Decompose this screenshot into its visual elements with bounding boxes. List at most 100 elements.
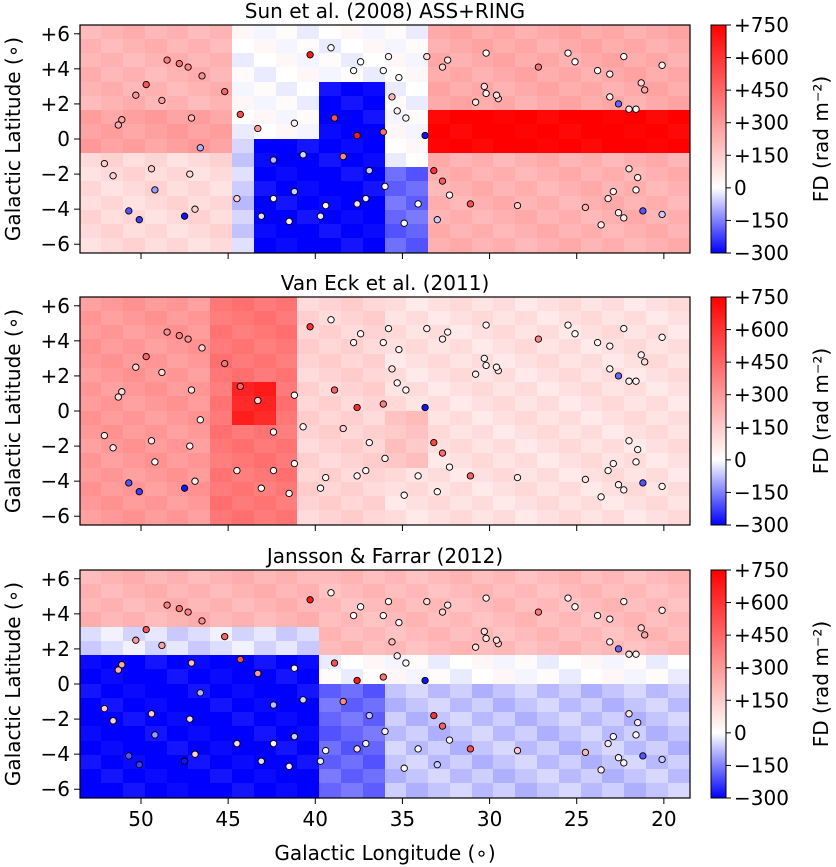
data-point (438, 449, 447, 457)
data-point (625, 437, 633, 445)
heatmap-cell (80, 612, 102, 627)
heatmap-cell (646, 570, 669, 585)
heatmap-cell (668, 325, 690, 340)
heatmap-cell (210, 570, 233, 585)
y-tick-label: −2 (41, 434, 70, 458)
heatmap-cell (493, 238, 516, 253)
heatmap-cell (276, 167, 298, 182)
data-point (339, 697, 347, 706)
heatmap-cell (559, 669, 582, 684)
heatmap-cell (581, 167, 603, 182)
heatmap-cell (428, 584, 451, 599)
heatmap-cell (559, 396, 582, 411)
y-tick-label: −2 (41, 162, 70, 186)
heatmap-cell (428, 25, 451, 40)
heatmap-cell (123, 439, 146, 454)
data-point (480, 82, 488, 91)
heatmap-cell (385, 153, 407, 168)
heatmap-cell (646, 669, 669, 684)
heatmap-cell (428, 368, 451, 383)
heatmap-cell (123, 110, 146, 125)
heatmap-cell (428, 196, 451, 211)
heatmap-cell (406, 510, 429, 525)
heatmap-cell (188, 584, 211, 599)
heatmap-cell (581, 698, 603, 713)
colorbar-tick-label: −150 (734, 480, 789, 504)
heatmap-cell (101, 39, 124, 54)
heatmap-cell (363, 67, 385, 82)
data-point (513, 473, 522, 482)
heatmap-cell (101, 238, 124, 253)
heatmap-cell (210, 110, 233, 125)
heatmap-cell (385, 627, 407, 642)
heatmap-cell (493, 196, 516, 211)
heatmap-cell (537, 238, 560, 253)
heatmap-cell (559, 238, 582, 253)
data-point (100, 159, 109, 168)
data-point (184, 63, 192, 71)
data-point (198, 72, 206, 80)
heatmap-cell (297, 196, 320, 211)
data-point (421, 131, 429, 140)
heatmap-cell (145, 39, 168, 54)
heatmap-cell (472, 167, 494, 182)
heatmap-cell (668, 570, 690, 585)
data-point (641, 86, 649, 94)
colorbar-tick-label: +750 (734, 13, 789, 37)
heatmap-cell (188, 655, 211, 670)
heatmap-cell (450, 153, 473, 168)
heatmap-cell (254, 655, 277, 670)
heatmap-cell (145, 482, 168, 497)
heatmap-cell (515, 110, 538, 125)
data-point (581, 203, 590, 212)
heatmap-cell (406, 726, 429, 741)
heatmap-cell (493, 755, 516, 770)
heatmap-cell (363, 153, 385, 168)
heatmap-cell (145, 584, 168, 599)
data-point (191, 477, 199, 485)
heatmap-cell (668, 139, 690, 154)
heatmap-cell (210, 368, 233, 383)
data-point (379, 673, 387, 681)
heatmap-cell (385, 139, 407, 154)
data-point (186, 170, 194, 178)
heatmap-cell (428, 297, 451, 312)
heatmap-cell (80, 110, 102, 125)
heatmap-cell (188, 627, 211, 642)
data-point (290, 187, 299, 196)
heatmap-cell (537, 726, 560, 741)
heatmap-cell (385, 712, 407, 727)
heatmap-cell (210, 196, 233, 211)
heatmap-cell (254, 510, 277, 525)
heatmap-cell (428, 53, 451, 68)
heatmap-cell (646, 39, 669, 54)
heatmap-cell (450, 425, 473, 440)
heatmap-cell (624, 741, 647, 756)
heatmap-cell (319, 96, 342, 111)
heatmap-cell (341, 570, 364, 585)
data-point (353, 472, 361, 480)
heatmap-cell (232, 769, 255, 784)
heatmap-cell (123, 698, 146, 713)
heatmap-cell (123, 368, 146, 383)
heatmap-cell (559, 96, 582, 111)
heatmap-cell (232, 124, 255, 139)
heatmap-cell (668, 726, 690, 741)
heatmap-cell (123, 396, 146, 411)
heatmap-cell (668, 684, 690, 699)
colorbar-tick-label: +150 (734, 415, 789, 439)
y-axis-label: Galactic Latitude (∘) (1, 309, 25, 513)
heatmap-cell (363, 382, 385, 397)
heatmap-cell (167, 712, 189, 727)
heatmap-cell (188, 425, 211, 440)
data-point (402, 386, 410, 394)
heatmap-cell (363, 726, 385, 741)
heatmap-cell (80, 139, 102, 154)
data-point (421, 676, 429, 685)
data-point (356, 58, 365, 66)
heatmap-cell (559, 110, 582, 125)
heatmap-cell (472, 411, 494, 426)
data-point (327, 316, 335, 324)
heatmap-cell (210, 96, 233, 111)
